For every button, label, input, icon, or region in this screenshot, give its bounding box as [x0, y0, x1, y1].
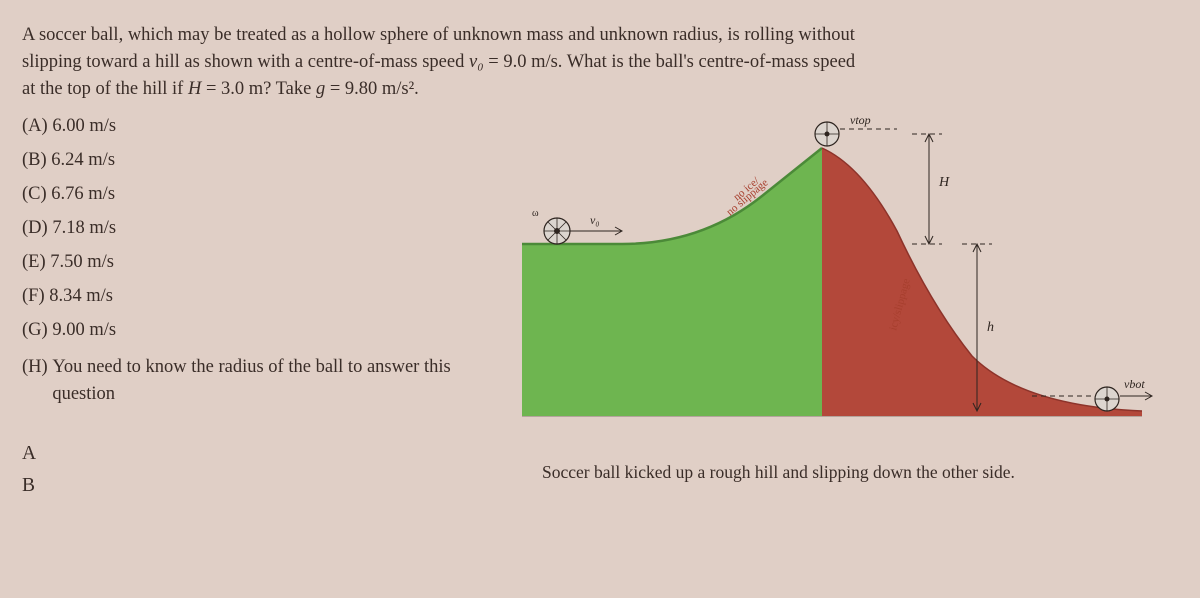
option-text: 6.76 m/s: [51, 184, 115, 205]
figure-area: no ice/ no slippage icy/slippage v₀: [502, 116, 1172, 506]
option-a: (A) 6.00 m/s: [22, 116, 482, 137]
layout-row: (A) 6.00 m/s (B) 6.24 m/s (C) 6.76 m/s (…: [22, 116, 1172, 506]
option-letter: (H): [22, 354, 48, 408]
answer-key-a: A: [22, 443, 482, 465]
v0-label: v₀: [590, 213, 600, 227]
omega-label: ω: [532, 208, 539, 219]
question-stem: A soccer ball, which may be treated as a…: [22, 22, 1172, 102]
option-g: (G) 9.00 m/s: [22, 320, 482, 341]
h-label: h: [987, 320, 994, 335]
option-letter: (F): [22, 286, 45, 307]
option-letter: (C): [22, 184, 47, 205]
option-h: (H) You need to know the radius of the b…: [22, 354, 452, 408]
option-text: 7.50 m/s: [50, 252, 114, 273]
question-line3-mid: = 3.0 m? Take: [201, 79, 316, 99]
figure-caption: Soccer ball kicked up a rough hill and s…: [502, 462, 1172, 483]
vtop-label: vtop: [850, 116, 871, 127]
vbot-label: vbot: [1124, 377, 1145, 391]
option-letter: (E): [22, 252, 46, 273]
question-g: g: [316, 79, 325, 99]
question-line2-pre: slipping toward a hill as shown with a c…: [22, 52, 469, 72]
option-text: You need to know the radius of the ball …: [52, 354, 452, 408]
question-H: H: [188, 79, 201, 99]
ball-start: [544, 218, 570, 244]
question-line3-pre: at the top of the hill if: [22, 79, 188, 99]
option-letter: (D): [22, 218, 48, 239]
answer-key-block: A B: [22, 443, 482, 497]
question-line3-end: = 9.80 m/s².: [325, 79, 419, 99]
option-text: 7.18 m/s: [52, 218, 116, 239]
H-label: H: [938, 175, 950, 190]
option-letter: (G): [22, 320, 48, 341]
ball-top: [815, 122, 839, 146]
option-text: 6.24 m/s: [51, 150, 115, 171]
question-line2-mid: = 9.0 m/s. What is the ball's centre-of-…: [484, 52, 856, 72]
option-letter: (B): [22, 150, 47, 171]
options-list: (A) 6.00 m/s (B) 6.24 m/s (C) 6.76 m/s (…: [22, 116, 482, 497]
H-dimension: [912, 134, 942, 244]
hill-diagram: no ice/ no slippage icy/slippage v₀: [502, 116, 1162, 456]
question-line1: A soccer ball, which may be treated as a…: [22, 25, 855, 45]
hill-green: [522, 148, 822, 416]
option-c: (C) 6.76 m/s: [22, 184, 482, 205]
question-v0: v₀: [469, 52, 484, 72]
ball-bottom: [1095, 387, 1119, 411]
option-text: 8.34 m/s: [49, 286, 113, 307]
answer-key-b: B: [22, 475, 482, 497]
option-f: (F) 8.34 m/s: [22, 286, 482, 307]
option-text: 6.00 m/s: [52, 116, 116, 137]
option-letter: (A): [22, 116, 48, 137]
option-text: 9.00 m/s: [52, 320, 116, 341]
option-e: (E) 7.50 m/s: [22, 252, 482, 273]
option-d: (D) 7.18 m/s: [22, 218, 482, 239]
page: A soccer ball, which may be treated as a…: [0, 0, 1200, 598]
option-b: (B) 6.24 m/s: [22, 150, 482, 171]
